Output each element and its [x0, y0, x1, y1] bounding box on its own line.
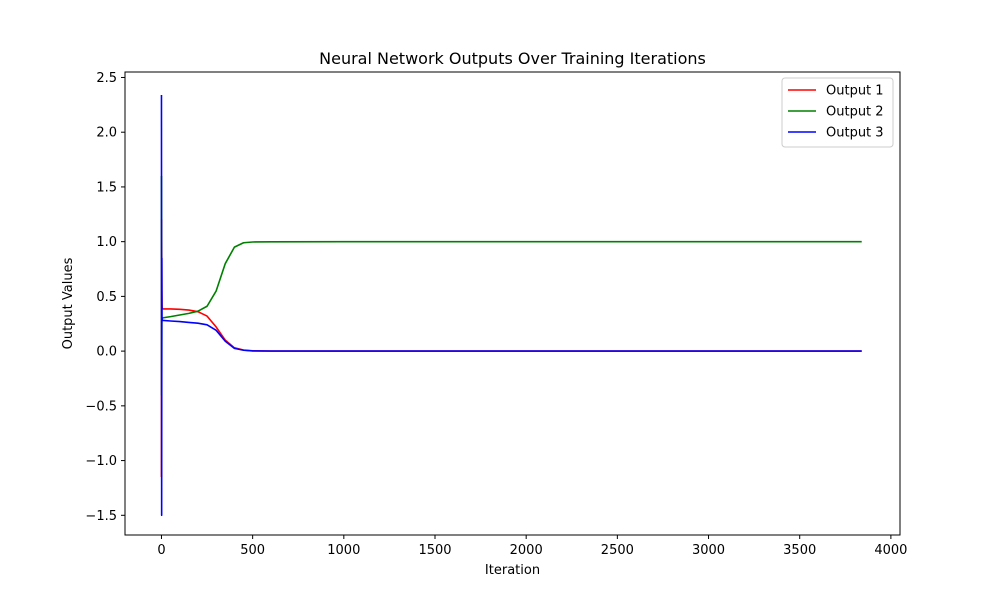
x-tick-label: 4000	[874, 543, 907, 558]
y-tick-label: 2.5	[96, 71, 117, 86]
y-tick-label: −1.0	[85, 454, 117, 469]
x-tick-label: 3500	[783, 543, 816, 558]
y-tick-label: 2.0	[96, 126, 117, 141]
x-axis-label: Iteration	[485, 563, 540, 578]
y-axis-label: Output Values	[61, 257, 76, 349]
x-tick-label: 3000	[692, 543, 725, 558]
y-tick-label: 1.5	[96, 180, 117, 195]
legend: Output 1 Output 2 Output 3	[781, 77, 894, 148]
legend-box	[781, 77, 894, 148]
y-tick-label: −0.5	[85, 399, 117, 414]
y-tick-label: 0.5	[96, 290, 117, 305]
x-tick-label: 1500	[418, 543, 451, 558]
y-tick-label: 0.0	[96, 345, 117, 360]
x-tick-label: 500	[240, 543, 265, 558]
y-tick-label: −1.5	[85, 509, 117, 524]
axes-frame	[124, 71, 901, 536]
plot-area	[160, 94, 862, 517]
legend-label-output-3: Output 3	[826, 126, 884, 141]
chart-title: Neural Network Outputs Over Training Ite…	[319, 49, 706, 68]
x-tick-label: 0	[157, 543, 165, 558]
x-axis: 0 500 1000 1500 2000 2500 3000 3500 4000	[157, 535, 907, 558]
legend-label-output-1: Output 1	[826, 84, 884, 99]
x-tick-label: 2000	[510, 543, 543, 558]
x-tick-label: 1000	[327, 543, 360, 558]
x-tick-label: 2500	[601, 543, 634, 558]
y-tick-label: 1.0	[96, 235, 117, 250]
y-axis: −1.5 −1.0 −0.5 0.0 0.5 1.0 1.5 2.0 2.5	[85, 71, 125, 524]
legend-label-output-2: Output 2	[826, 105, 884, 120]
series-line-output-3	[160, 94, 862, 517]
